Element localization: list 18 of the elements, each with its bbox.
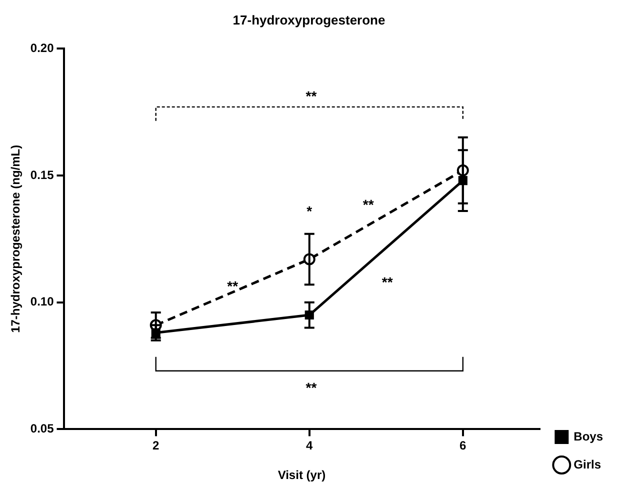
annotation: ** — [362, 196, 374, 213]
chart-title: 17-hydroxyprogesterone — [232, 12, 386, 28]
y-tick-label: 0.15 — [30, 168, 54, 182]
annotation: ** — [306, 88, 318, 104]
annotation: ** — [306, 380, 318, 396]
y-tick-label: 0.05 — [30, 422, 54, 436]
x-axis-title: Visit (yr) — [278, 468, 326, 482]
y-tick-label: 0.10 — [30, 294, 54, 309]
legend-label: Girls — [574, 457, 602, 472]
annotation: ** — [382, 274, 394, 290]
x-tick-label: 4 — [306, 438, 314, 453]
legend-label: Boys — [574, 429, 604, 444]
x-tick-label: 6 — [460, 438, 467, 453]
annotation: ** — [227, 278, 239, 294]
x-tick-label: 2 — [152, 438, 160, 453]
annotation: * — [306, 203, 313, 220]
y-axis-title: 17-hydroxyprogesterone (ng/mL) — [8, 144, 23, 333]
y-tick-label: 0.20 — [30, 40, 54, 55]
